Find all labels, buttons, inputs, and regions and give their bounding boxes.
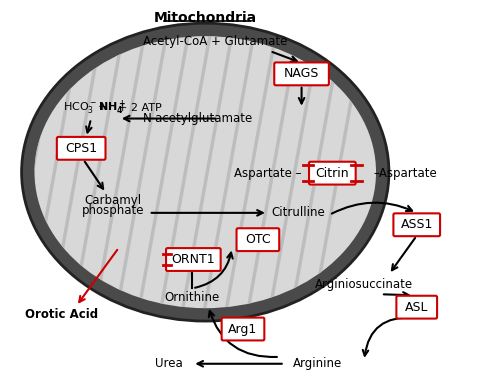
FancyBboxPatch shape	[396, 296, 437, 318]
Text: Aspartate –: Aspartate –	[234, 167, 302, 179]
FancyBboxPatch shape	[166, 248, 221, 271]
Text: ORNT1: ORNT1	[171, 253, 215, 266]
Text: Arginine: Arginine	[293, 357, 342, 370]
Text: N-acetylglutamate: N-acetylglutamate	[143, 112, 253, 125]
FancyBboxPatch shape	[222, 318, 264, 340]
Text: $\mathbf{NH_4^+}$: $\mathbf{NH_4^+}$	[98, 98, 126, 117]
Text: Acetyl-CoA + Glutamate: Acetyl-CoA + Glutamate	[143, 35, 287, 47]
Text: Orotic Acid: Orotic Acid	[25, 308, 98, 321]
Ellipse shape	[22, 23, 389, 321]
Text: Ornithine: Ornithine	[165, 291, 220, 304]
Text: HCO$_3^-$+: HCO$_3^-$+	[63, 100, 108, 115]
Text: Urea: Urea	[155, 357, 182, 370]
Text: ASS1: ASS1	[401, 218, 433, 231]
Text: Mitochondria: Mitochondria	[154, 11, 257, 25]
Text: CPS1: CPS1	[65, 142, 97, 155]
Text: OTC: OTC	[245, 233, 271, 246]
FancyBboxPatch shape	[237, 228, 279, 251]
Text: Arginiosuccinate: Arginiosuccinate	[315, 278, 413, 291]
Text: + 2 ATP: + 2 ATP	[118, 103, 162, 113]
Text: NAGS: NAGS	[284, 68, 319, 80]
FancyBboxPatch shape	[57, 137, 106, 160]
FancyBboxPatch shape	[274, 63, 329, 85]
Text: Citrulline: Citrulline	[272, 207, 326, 219]
FancyBboxPatch shape	[393, 213, 440, 236]
Text: ASL: ASL	[405, 301, 428, 314]
Text: phosphate: phosphate	[82, 204, 144, 217]
Text: Citrin: Citrin	[316, 167, 349, 179]
FancyBboxPatch shape	[309, 162, 356, 185]
Ellipse shape	[34, 36, 376, 308]
Text: Carbamyl: Carbamyl	[84, 195, 141, 207]
Text: Arg1: Arg1	[228, 323, 257, 335]
Text: –Aspartate: –Aspartate	[373, 167, 437, 179]
